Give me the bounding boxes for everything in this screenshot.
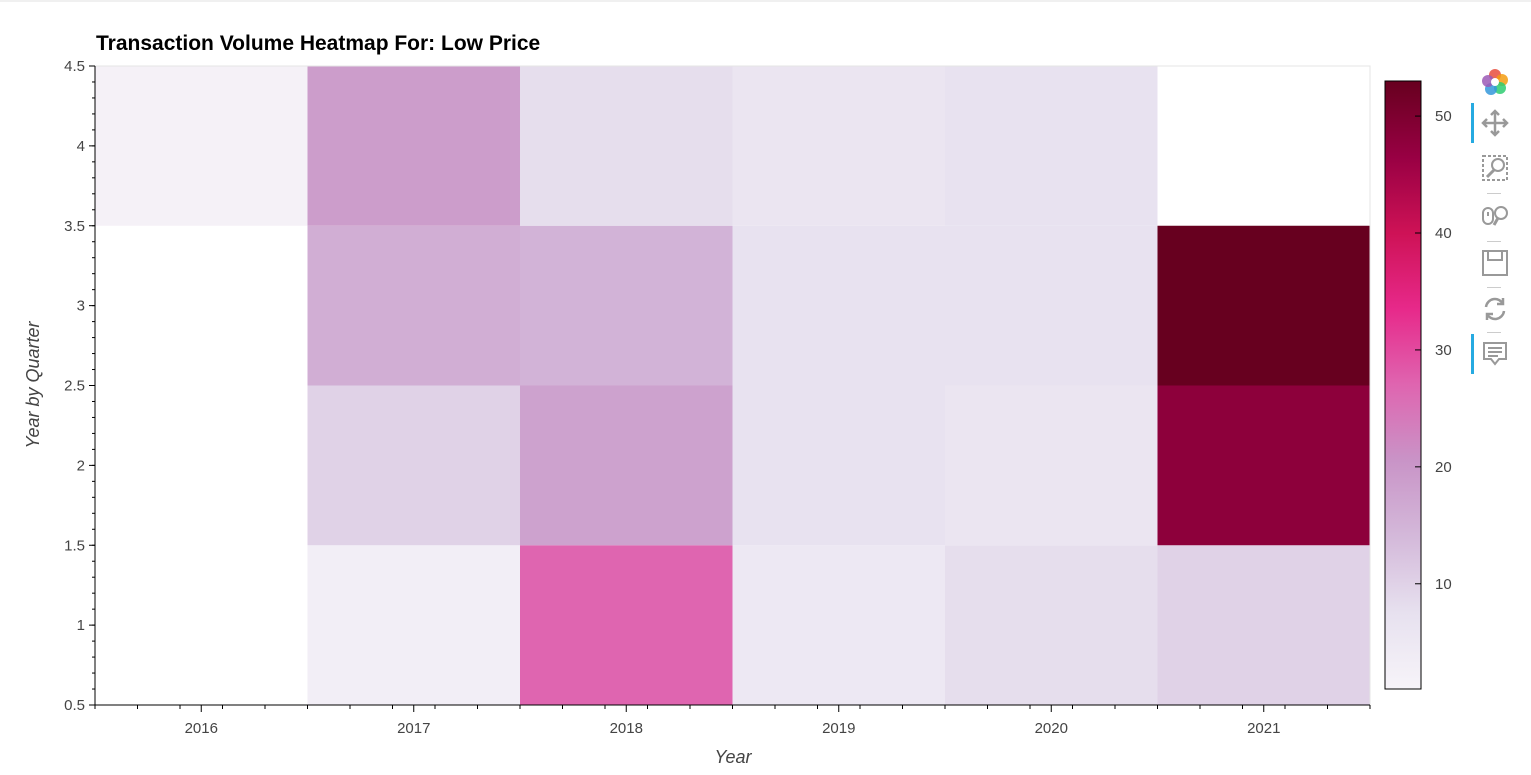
heatmap-cell[interactable] [732, 545, 946, 705]
x-tick-label: 2017 [397, 720, 430, 737]
colorbar: 10 20 30 40 50 [1384, 80, 1452, 690]
heatmap-cell[interactable] [945, 545, 1158, 705]
x-tick-label: 2021 [1247, 720, 1280, 737]
y-tick-label: 2.5 [64, 378, 85, 395]
heatmap-cell[interactable] [945, 66, 1158, 226]
heatmap-cell[interactable] [945, 385, 1158, 546]
colorbar-tick-label: 50 [1435, 108, 1452, 125]
y-tick-label: 2 [77, 457, 85, 474]
pan-icon[interactable] [1470, 103, 1520, 143]
heatmap-cells [95, 66, 1370, 705]
heatmap-cell[interactable] [95, 66, 308, 226]
y-tick-label: 0.5 [64, 697, 85, 714]
y-tick-label: 3.5 [64, 218, 85, 235]
y-tick-label: 1.5 [64, 537, 85, 554]
heatmap-cell[interactable] [307, 545, 521, 705]
toolbar-separator [1487, 241, 1501, 242]
heatmap-cell[interactable] [1157, 545, 1371, 705]
x-tick-label: 2019 [822, 720, 855, 737]
heatmap-cell[interactable] [732, 66, 946, 226]
heatmap-cell[interactable] [307, 385, 521, 546]
heatmap-cell[interactable] [307, 225, 521, 386]
x-tick-label: 2018 [610, 720, 643, 737]
colorbar-tick-label: 10 [1435, 576, 1452, 593]
heatmap-cell[interactable] [732, 385, 946, 546]
chart-title: Transaction Volume Heatmap For: Low Pric… [96, 32, 541, 55]
toolbar-separator [1487, 332, 1501, 333]
toolbar-separator [1487, 193, 1501, 194]
reset-icon[interactable] [1470, 289, 1520, 329]
colorbar-gradient [1384, 80, 1422, 690]
save-icon[interactable] [1470, 243, 1520, 283]
top-border [0, 0, 1531, 2]
heatmap-cell[interactable] [1157, 225, 1371, 386]
y-tick-label: 1 [77, 617, 85, 634]
y-tick-label: 3 [77, 298, 85, 315]
heatmap-cell[interactable] [520, 545, 733, 705]
colorbar-tick-label: 20 [1435, 459, 1452, 476]
y-axis-label: Year by Quarter [23, 320, 43, 448]
heatmap-cell[interactable] [520, 66, 733, 226]
heatmap-cell[interactable] [1157, 385, 1371, 546]
y-tick-label: 4 [77, 138, 85, 155]
bokeh-logo-icon[interactable] [1470, 62, 1520, 102]
heatmap-cell[interactable] [520, 385, 733, 546]
wheel-zoom-icon[interactable] [1470, 196, 1520, 236]
x-tick-label: 2020 [1035, 720, 1068, 737]
heatmap-cell[interactable] [945, 225, 1158, 386]
toolbar-separator [1487, 287, 1501, 288]
heatmap-cell[interactable] [732, 225, 946, 386]
heatmap-cell[interactable] [307, 66, 521, 226]
hover-icon[interactable] [1470, 334, 1520, 374]
axes: 0.5 1 1.5 2 2.5 3 3.5 4 4.5 2016 2017 2018 2019 2020 2… [64, 58, 1371, 737]
y-tick-label: 4.5 [64, 58, 85, 75]
colorbar-tick-label: 30 [1435, 342, 1452, 359]
x-axis-label: Year [714, 747, 752, 767]
x-tick-label: 2016 [185, 720, 218, 737]
heatmap-cell[interactable] [520, 225, 733, 386]
toolbar [1470, 60, 1520, 390]
box-zoom-icon[interactable] [1470, 148, 1520, 188]
colorbar-tick-label: 40 [1435, 225, 1452, 242]
